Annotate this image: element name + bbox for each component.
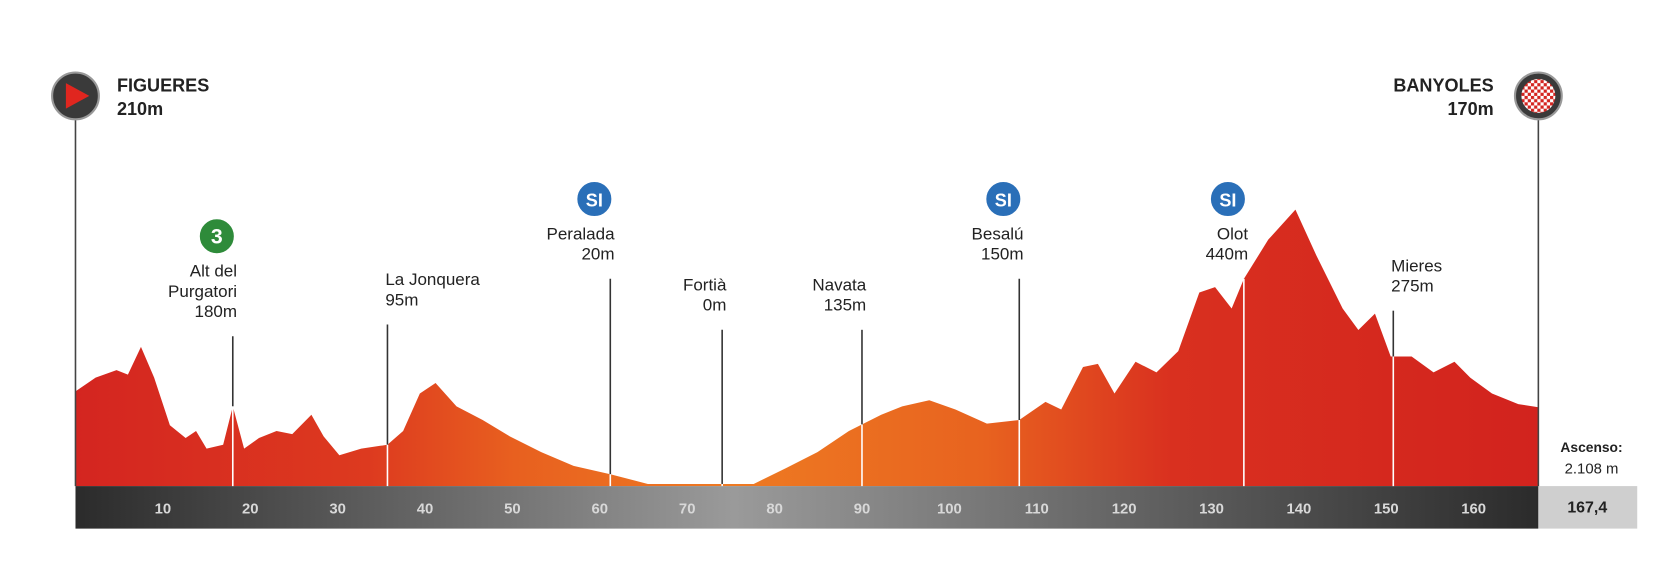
badge-label: SI	[586, 190, 603, 210]
x-tick-label: 130	[1199, 502, 1224, 518]
x-tick-label: 60	[592, 502, 609, 518]
waypoint-elevation: 275m	[1391, 277, 1434, 296]
x-tick-label: 100	[937, 502, 962, 518]
start-elevation: 210m	[117, 99, 163, 119]
badge-label: 3	[211, 225, 223, 249]
finish-name: BANYOLES	[1393, 76, 1493, 96]
waypoint-name: Peralada	[546, 224, 615, 243]
badge	[1208, 179, 1248, 219]
x-tick-label: 10	[155, 502, 172, 518]
badge-label: SI	[1219, 190, 1236, 210]
x-tick-label: 150	[1374, 502, 1399, 518]
waypoint-name: Fortià	[683, 275, 727, 294]
badge	[197, 217, 236, 256]
waypoint-elevation: 180m	[195, 302, 238, 321]
waypoint-name: La Jonquera	[385, 270, 480, 289]
total-distance: 167,4	[1567, 500, 1607, 517]
total-box	[1538, 486, 1638, 529]
waypoint-elevation: 20m	[581, 245, 614, 264]
distance-bar	[75, 486, 1539, 529]
x-tick-label: 40	[417, 502, 434, 518]
x-tick-label: 20	[242, 502, 259, 518]
x-tick-label: 30	[329, 502, 346, 518]
x-tick-label: 80	[766, 502, 783, 518]
waypoint-name: Alt del	[190, 262, 237, 281]
elevation-profile	[75, 209, 1539, 487]
x-tick-label: 160	[1461, 502, 1486, 518]
x-tick-label: 50	[504, 502, 521, 518]
waypoint-name: Olot	[1217, 224, 1248, 243]
waypoint-name: Besalú	[972, 224, 1024, 243]
badge	[575, 179, 614, 219]
finish-flag	[1521, 78, 1556, 113]
x-tick-label: 70	[679, 502, 696, 518]
x-tick-label: 110	[1025, 502, 1049, 518]
waypoint-elevation: 95m	[385, 290, 418, 309]
start-arrow	[65, 83, 90, 109]
start-name: FIGUERES	[117, 76, 209, 96]
badge	[984, 179, 1023, 219]
ascent-value: 2.108 m	[1565, 461, 1619, 477]
waypoint-elevation: 0m	[703, 296, 727, 315]
x-tick-label: 90	[854, 502, 871, 518]
x-tick-label: 120	[1112, 502, 1137, 518]
badge-label: SI	[995, 190, 1012, 210]
waypoint-elevation: 440m	[1206, 245, 1249, 264]
waypoint-elevation: 135m	[824, 296, 867, 315]
waypoint-name: Mieres	[1391, 256, 1442, 275]
finish-elevation: 170m	[1448, 99, 1494, 119]
x-tick-label: 140	[1287, 502, 1312, 518]
waypoint-name: Purgatori	[168, 282, 237, 301]
waypoint-elevation: 150m	[981, 245, 1024, 264]
waypoint-name: Navata	[812, 275, 866, 294]
ascent-label: Ascenso:	[1560, 439, 1622, 455]
